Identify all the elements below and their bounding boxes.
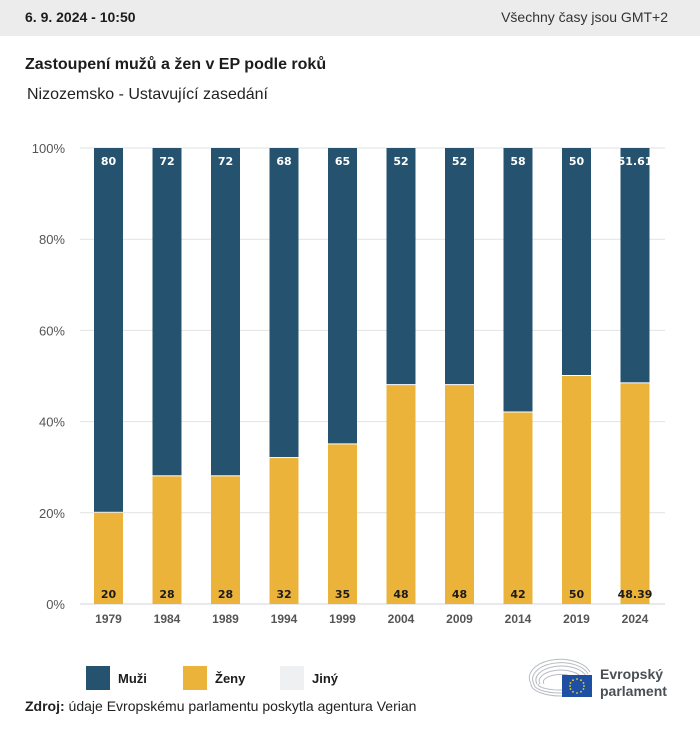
- bar-men: [269, 148, 299, 458]
- bar-women: [386, 385, 416, 604]
- bar-men: [620, 148, 650, 383]
- legend: Muži Ženy Jiný: [86, 666, 377, 690]
- data-label-women: 48.39: [618, 588, 653, 601]
- data-label-men: 52: [393, 155, 408, 168]
- y-tick-label: 20%: [39, 506, 65, 521]
- stacked-bar-chart: 0% 20% 40% 60% 80% 100% 80 20 72 28 72 28 68 32 65 35 5…: [32, 141, 665, 626]
- source-label: Zdroj:: [25, 698, 65, 714]
- data-label-men: 80: [101, 155, 117, 168]
- bars: [94, 148, 650, 604]
- source-text: údaje Evropskému parlamentu poskytla age…: [68, 698, 417, 714]
- chart-title: Zastoupení mužů a žen v EP podle roků: [25, 56, 327, 73]
- x-axis-ticks: 1979 1984 1989 1994 1999 2004 2009 2014 2019 2024: [95, 612, 649, 626]
- top-bar: 6. 9. 2024 - 10:50 Všechny časy jsou GMT…: [0, 0, 700, 36]
- x-tick-label: 1989: [212, 612, 239, 626]
- data-label-men: 65: [335, 155, 350, 168]
- bar-men: [386, 148, 416, 385]
- european-parliament-logo-icon: [528, 658, 592, 697]
- bar-women: [562, 376, 591, 604]
- data-label-men: 52: [452, 155, 467, 168]
- bar-men: [445, 148, 474, 385]
- bar-women: [620, 383, 650, 604]
- bar-men: [152, 148, 182, 476]
- data-label-women: 50: [569, 588, 585, 601]
- x-tick-label: 1984: [154, 612, 181, 626]
- y-axis-ticks: 0% 20% 40% 60% 80% 100%: [32, 141, 66, 612]
- legend-swatch-other: [280, 666, 304, 690]
- legend-item-men[interactable]: Muži: [86, 666, 162, 690]
- y-tick-label: 40%: [39, 415, 65, 430]
- y-tick-label: 0%: [46, 597, 65, 612]
- data-label-women: 48: [393, 588, 408, 601]
- timezone-note: Všechny časy jsou GMT+2: [501, 9, 668, 25]
- legend-swatch-men: [86, 666, 110, 690]
- y-tick-label: 60%: [39, 323, 65, 338]
- bar-women: [503, 412, 533, 604]
- x-tick-label: 1979: [95, 612, 122, 626]
- data-label-men: 72: [159, 155, 174, 168]
- bar-women: [94, 512, 123, 604]
- x-tick-label: 2004: [388, 612, 415, 626]
- bar-women: [328, 444, 357, 604]
- y-tick-label: 100%: [32, 141, 66, 156]
- x-tick-label: 1999: [329, 612, 356, 626]
- logo-line-1: Evropský: [600, 666, 664, 682]
- data-label-women: 35: [335, 588, 350, 601]
- data-label-men: 72: [218, 155, 233, 168]
- source-note: Zdroj: údaje Evropskému parlamentu posky…: [25, 698, 416, 714]
- x-tick-label: 2014: [505, 612, 532, 626]
- bar-men: [503, 148, 533, 412]
- x-tick-label: 1994: [271, 612, 298, 626]
- data-label-women: 32: [276, 588, 291, 601]
- legend-label-men: Muži: [118, 670, 147, 686]
- data-label-women: 28: [218, 588, 233, 601]
- data-label-women: 28: [159, 588, 174, 601]
- data-label-men: 50: [569, 155, 585, 168]
- datetime-label: 6. 9. 2024 - 10:50: [25, 9, 136, 25]
- bar-women: [211, 476, 240, 604]
- chart-subtitle: Nizozemsko - Ustavující zasedání: [27, 86, 268, 103]
- bar-men: [562, 148, 591, 375]
- legend-item-women[interactable]: Ženy: [183, 666, 259, 690]
- legend-label-other: Jiný: [312, 670, 339, 686]
- bar-men: [211, 148, 240, 476]
- y-tick-label: 80%: [39, 232, 65, 247]
- x-tick-label: 2024: [622, 612, 649, 626]
- x-tick-label: 2019: [563, 612, 590, 626]
- data-label-men: 51.61: [618, 155, 653, 168]
- legend-label-women: Ženy: [215, 670, 246, 686]
- data-label-men: 68: [276, 155, 291, 168]
- legend-item-other[interactable]: Jiný: [280, 666, 356, 690]
- logo-line-2: parlament: [600, 683, 667, 699]
- data-label-women: 48: [452, 588, 467, 601]
- bar-men: [328, 148, 357, 444]
- bar-men: [94, 148, 123, 512]
- logo-text: Evropský parlament: [600, 666, 667, 700]
- data-label-women: 42: [510, 588, 525, 601]
- data-label-women: 20: [101, 588, 117, 601]
- bar-women: [445, 385, 474, 604]
- data-label-men: 58: [510, 155, 525, 168]
- data-labels: 80 20 72 28 72 28 68 32 65 35 52 48 52 48 58 42 50 50 51.6…: [101, 155, 653, 601]
- bar-women: [152, 476, 182, 604]
- bar-women: [269, 458, 299, 604]
- x-tick-label: 2009: [446, 612, 473, 626]
- legend-swatch-women: [183, 666, 207, 690]
